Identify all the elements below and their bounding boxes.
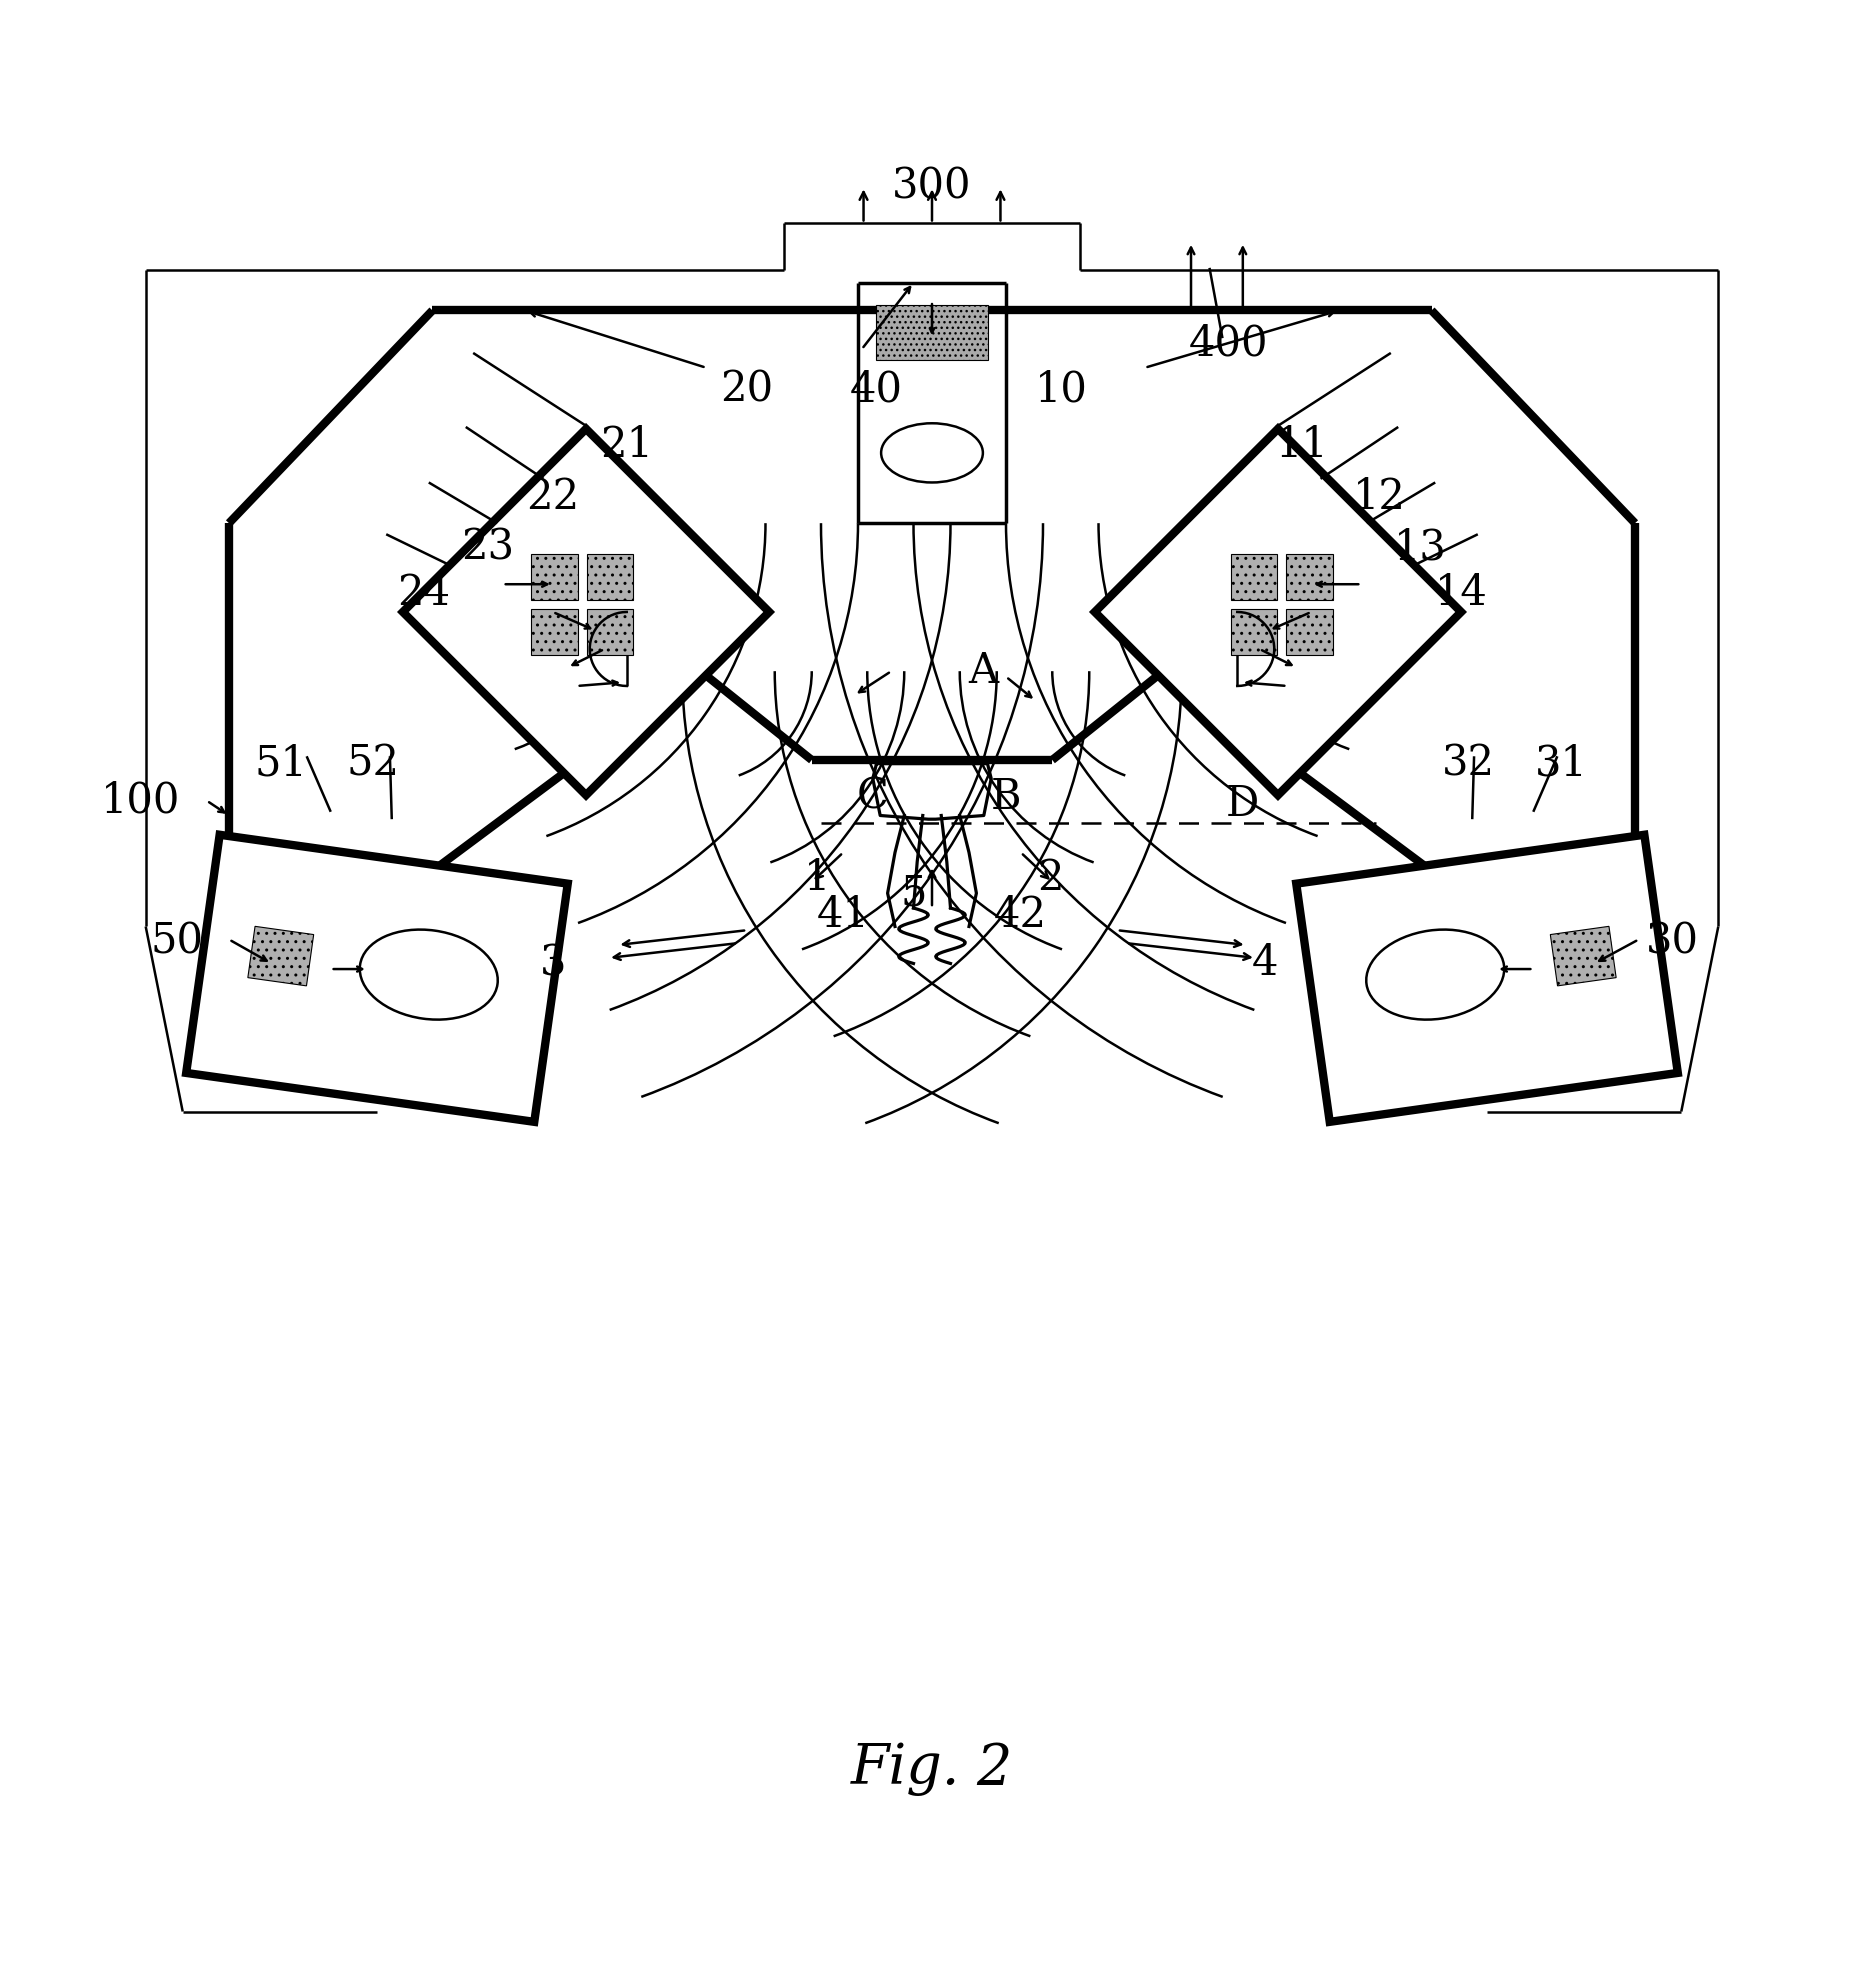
Text: 23: 23 — [462, 526, 514, 568]
Text: 32: 32 — [1443, 742, 1495, 786]
Polygon shape — [531, 554, 578, 599]
Text: 31: 31 — [1534, 742, 1588, 786]
Text: 40: 40 — [850, 369, 902, 410]
Text: D: D — [1227, 784, 1260, 825]
Text: 50: 50 — [151, 921, 203, 962]
Bar — [876, 304, 988, 359]
Text: 12: 12 — [1353, 477, 1405, 518]
Polygon shape — [1286, 554, 1333, 599]
Text: 10: 10 — [1035, 369, 1089, 410]
Text: 30: 30 — [1646, 921, 1698, 962]
Text: A: A — [969, 650, 999, 691]
Text: 300: 300 — [893, 165, 971, 208]
Polygon shape — [1230, 609, 1277, 656]
Text: 4: 4 — [1253, 943, 1279, 984]
Polygon shape — [1551, 927, 1616, 986]
Text: 3: 3 — [539, 943, 567, 984]
Text: 41: 41 — [816, 894, 870, 937]
Text: 11: 11 — [1275, 424, 1329, 467]
Text: 400: 400 — [1187, 322, 1268, 365]
Text: 20: 20 — [720, 369, 774, 410]
Text: 14: 14 — [1435, 572, 1487, 615]
Text: 13: 13 — [1394, 526, 1446, 568]
Text: C: C — [857, 776, 889, 817]
Text: 42: 42 — [994, 894, 1048, 937]
Polygon shape — [1094, 428, 1461, 795]
Polygon shape — [531, 609, 578, 656]
Text: 24: 24 — [397, 572, 449, 615]
Polygon shape — [1286, 609, 1333, 656]
Polygon shape — [186, 835, 569, 1121]
Text: 22: 22 — [526, 477, 580, 518]
Text: B: B — [992, 776, 1021, 817]
Polygon shape — [248, 927, 313, 986]
Polygon shape — [587, 554, 634, 599]
Text: Fig. 2: Fig. 2 — [850, 1740, 1014, 1795]
Text: 1: 1 — [803, 858, 831, 900]
Text: 21: 21 — [600, 424, 652, 467]
Polygon shape — [1295, 835, 1678, 1121]
Polygon shape — [403, 428, 770, 795]
Text: 2: 2 — [1036, 858, 1064, 900]
Text: 5: 5 — [900, 872, 926, 913]
Text: 51: 51 — [254, 742, 308, 786]
Text: 100: 100 — [101, 780, 179, 821]
Text: 52: 52 — [347, 742, 401, 786]
Polygon shape — [1230, 554, 1277, 599]
Polygon shape — [587, 609, 634, 656]
